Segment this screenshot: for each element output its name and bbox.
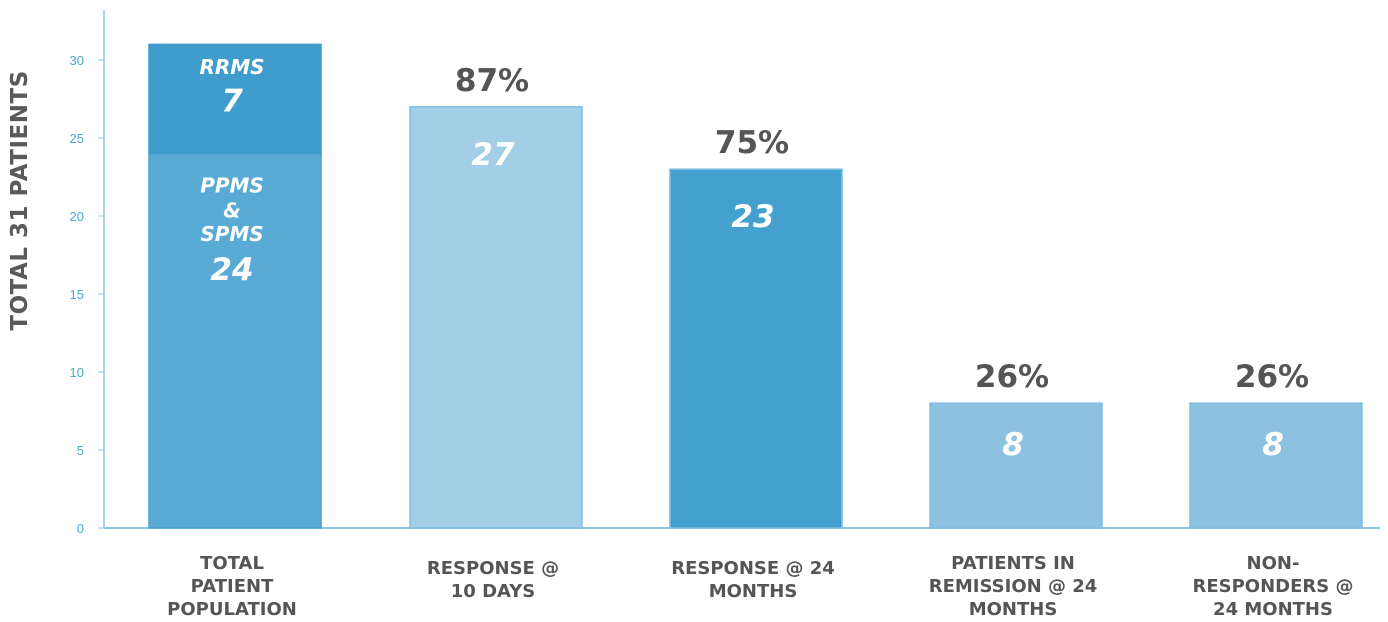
category-label: RESPONSE @ [427,558,559,579]
segment-name-label: RRMS [199,55,264,79]
y-tick-label: 0 [77,521,84,536]
y-tick-label: 10 [70,365,84,380]
bar-value-label: 27 [471,137,515,173]
segment-value-label: 7 [221,83,243,119]
bar [669,168,843,529]
y-tick-label: 15 [70,287,84,302]
segment-name-label: PPMS [200,174,264,198]
category-label: MONTHS [709,581,798,602]
category-label: REMISSION @ 24 [929,576,1098,597]
category-label: PATIENTS IN [951,553,1075,574]
bar-value-label: 23 [731,199,774,235]
y-tick-label: 5 [77,443,84,458]
segment-name-label: SPMS [200,222,263,246]
bar-total-ppms-spms [148,152,322,529]
segment-name-label: & [223,199,240,223]
y-axis-title: TOTAL 31 PATIENTS [7,70,33,330]
bar-total-rrms [148,43,322,155]
bar-percent-label: 75% [715,125,789,161]
category-label: MONTHS [969,599,1058,620]
bar-percent-label: 26% [1235,359,1309,395]
category-label: 10 DAYS [451,581,535,602]
bar-value-label: 8 [1262,427,1284,463]
category-label: RESPONSE @ 24 [671,558,835,579]
bar-percent-label: 26% [975,359,1049,395]
category-label: NON- [1247,553,1300,574]
y-tick-label: 25 [70,131,84,146]
bar [409,106,583,529]
bar [929,402,1103,529]
category-label: TOTAL [200,553,264,574]
bar-value-label: 8 [1002,427,1024,463]
category-label: PATIENT [191,576,274,597]
bar-percent-label: 87% [455,63,529,99]
category-label: 24 MONTHS [1213,599,1333,620]
y-tick-label: 30 [70,53,84,68]
bar [1189,402,1363,529]
segment-value-label: 24 [210,252,253,288]
category-label: RESPONDERS @ [1192,576,1353,597]
y-tick-label: 20 [70,209,84,224]
category-label: POPULATION [167,599,297,620]
